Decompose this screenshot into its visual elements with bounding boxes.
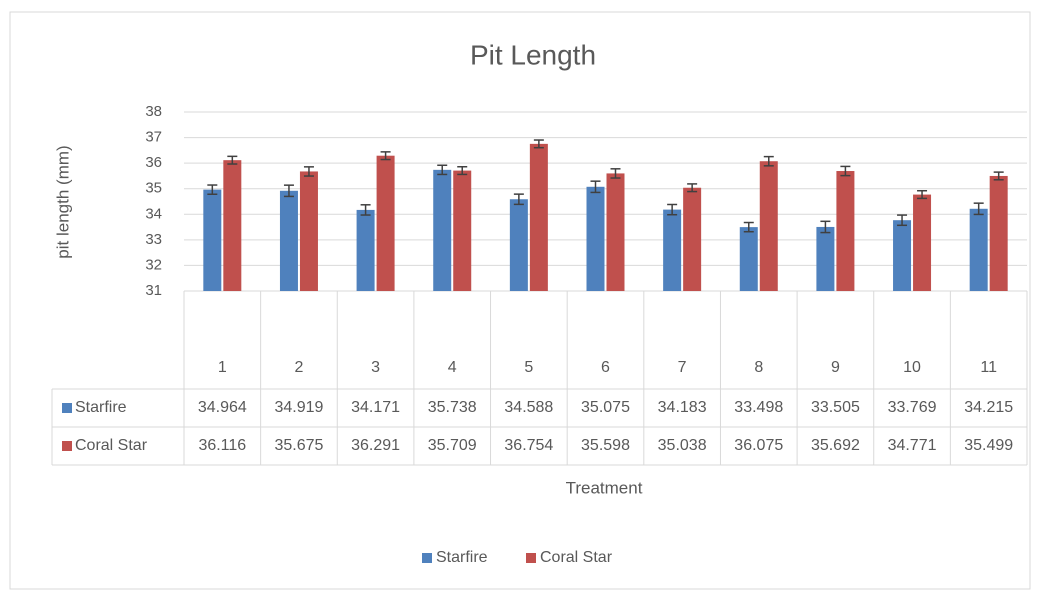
table-cell: 36.075: [734, 437, 783, 454]
table-cell: 33.498: [734, 399, 783, 416]
bar: [913, 194, 932, 291]
bar: [759, 161, 778, 291]
bar: [989, 175, 1008, 291]
bar: [279, 190, 298, 291]
bar: [606, 173, 625, 291]
legend-label: Coral Star: [540, 549, 613, 566]
x-tick-label: 7: [678, 359, 687, 376]
table-cell: 34.919: [274, 399, 323, 416]
table-cell: 34.215: [964, 399, 1013, 416]
table-cell: 36.754: [504, 437, 553, 454]
y-tick-label: 32: [145, 256, 162, 273]
bar: [223, 160, 242, 291]
bar: [529, 143, 548, 291]
y-axis-label: pit length (mm): [53, 145, 72, 258]
legend-label: Starfire: [436, 549, 488, 566]
bar: [739, 227, 758, 291]
bar: [203, 189, 222, 291]
table-cell: 35.738: [428, 399, 477, 416]
table-cell: 34.171: [351, 399, 400, 416]
x-tick-label: 9: [831, 359, 840, 376]
y-tick-label: 31: [145, 282, 162, 299]
table-legend-key: [62, 441, 72, 451]
bar: [816, 226, 835, 291]
table-row-header: Coral Star: [75, 437, 148, 454]
y-tick-label: 34: [145, 205, 162, 222]
table-cell: 33.769: [888, 399, 937, 416]
legend-key: [422, 553, 432, 563]
table-row-header: Starfire: [75, 399, 127, 416]
bar: [683, 187, 702, 291]
x-tick-label: 6: [601, 359, 610, 376]
bar: [893, 220, 912, 291]
bar: [433, 169, 452, 291]
chart-title: Pit Length: [470, 39, 596, 70]
table-cell: 34.771: [888, 437, 937, 454]
x-tick-label: 10: [903, 359, 921, 376]
table-cell: 35.499: [964, 437, 1013, 454]
bar: [453, 170, 472, 291]
legend-key: [526, 553, 536, 563]
table-cell: 36.116: [198, 437, 246, 454]
y-tick-label: 37: [145, 129, 162, 146]
x-axis-label: Treatment: [566, 478, 643, 497]
y-tick-label: 36: [145, 154, 162, 171]
table-cell: 34.964: [198, 399, 247, 416]
bar: [586, 186, 605, 291]
table-cell: 34.183: [658, 399, 707, 416]
y-tick-label: 33: [145, 231, 162, 248]
x-tick-label: 11: [980, 359, 997, 376]
bar: [509, 199, 528, 291]
bar: [376, 155, 395, 291]
table-cell: 34.588: [504, 399, 553, 416]
x-tick-label: 2: [295, 359, 304, 376]
table-cell: 33.505: [811, 399, 860, 416]
bar: [356, 209, 375, 291]
x-tick-label: 3: [371, 359, 380, 376]
bar: [836, 171, 855, 291]
y-tick-label: 38: [145, 103, 162, 120]
x-tick-label: 4: [448, 359, 457, 376]
table-cell: 35.038: [658, 437, 707, 454]
x-tick-label: 5: [524, 359, 533, 376]
table-cell: 35.709: [428, 437, 477, 454]
table-legend-key: [62, 403, 72, 413]
bar: [969, 208, 988, 291]
bar: [299, 171, 318, 291]
y-tick-label: 35: [145, 180, 162, 197]
table-cell: 35.692: [811, 437, 860, 454]
bar: [663, 209, 682, 291]
table-cell: 35.675: [274, 437, 323, 454]
table-cell: 35.598: [581, 437, 630, 454]
table-cell: 36.291: [351, 437, 400, 454]
chart-frame: [9, 11, 1031, 590]
x-tick-label: 1: [218, 359, 227, 376]
table-cell: 35.075: [581, 399, 630, 416]
x-tick-label: 8: [754, 359, 763, 376]
